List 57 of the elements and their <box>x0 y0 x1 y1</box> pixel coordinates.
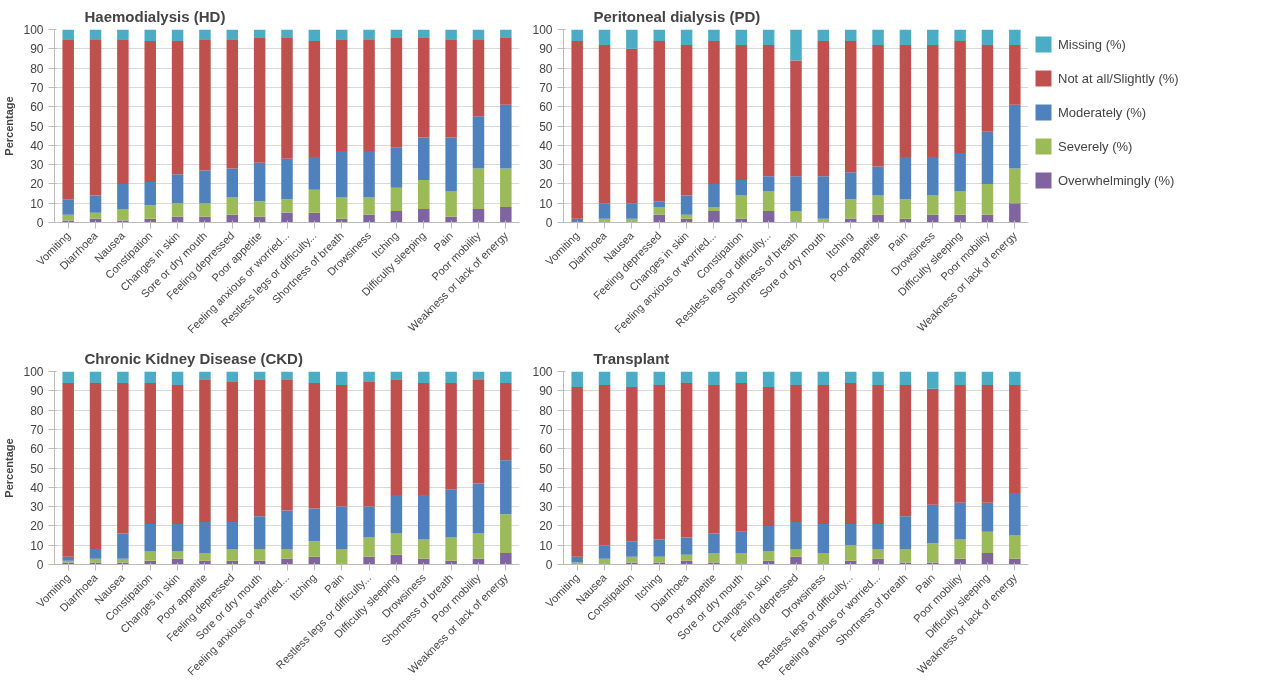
legend-label: Not at all/Slightly (%) <box>1058 70 1179 86</box>
y-tick-label: 80 <box>30 61 44 76</box>
y-tick-label: 70 <box>539 422 553 437</box>
y-tick-label: 20 <box>539 519 553 534</box>
y-tick-label: 60 <box>30 100 44 115</box>
y-tick-label: 40 <box>30 480 44 495</box>
chart-title: Peritoneal dialysis (PD) <box>593 7 761 25</box>
y-tick-label: 90 <box>539 384 553 399</box>
y-tick-label: 0 <box>545 216 553 230</box>
y-tick-label: 90 <box>539 42 553 57</box>
y-tick-label: 90 <box>30 384 44 399</box>
legend-label: Overwhelmingly (%) <box>1058 172 1175 188</box>
y-tick-label: 10 <box>539 538 553 553</box>
y-tick-label: 50 <box>539 461 553 476</box>
y-tick-label: 80 <box>539 403 553 418</box>
y-tick-label: 40 <box>30 138 44 153</box>
y-tick-label: 70 <box>30 80 44 95</box>
y-tick-label: 50 <box>30 119 44 134</box>
y-axis-title: Percentage <box>3 96 16 156</box>
y-tick-label: 40 <box>539 138 553 153</box>
legend-label: Severely (%) <box>1058 138 1133 154</box>
y-tick-label: 100 <box>532 23 553 37</box>
x-tick-label: Pain <box>431 229 456 254</box>
y-tick-label: 70 <box>30 422 44 437</box>
legend-label: Missing (%) <box>1058 36 1126 52</box>
y-tick-label: 30 <box>539 158 553 173</box>
y-tick-label: 60 <box>30 442 44 457</box>
y-tick-label: 20 <box>30 177 44 192</box>
y-tick-label: 50 <box>30 461 44 476</box>
y-tick-label: 100 <box>23 23 44 37</box>
chart-title: Transplant <box>593 349 670 367</box>
y-tick-label: 20 <box>539 177 553 192</box>
x-tick-label: Pain <box>912 571 938 596</box>
y-tick-label: 10 <box>30 196 44 211</box>
y-tick-label: 10 <box>539 196 553 211</box>
y-tick-label: 30 <box>30 500 44 515</box>
y-tick-label: 60 <box>539 100 553 115</box>
y-tick-label: 100 <box>532 365 553 379</box>
y-tick-label: 0 <box>36 216 44 230</box>
y-tick-label: 0 <box>36 558 44 572</box>
y-tick-label: 50 <box>539 119 553 134</box>
y-tick-label: 40 <box>539 480 553 495</box>
y-tick-label: 10 <box>30 538 44 553</box>
y-tick-label: 20 <box>30 519 44 534</box>
y-tick-label: 60 <box>539 442 553 457</box>
y-tick-label: 70 <box>539 80 553 95</box>
y-tick-label: 30 <box>30 158 44 173</box>
y-tick-label: 90 <box>30 42 44 57</box>
y-tick-label: 100 <box>23 365 44 379</box>
chart-title: Haemodialysis (HD) <box>84 7 226 25</box>
y-tick-label: 80 <box>539 61 553 76</box>
y-tick-label: 80 <box>30 403 44 418</box>
y-axis-title: Percentage <box>3 438 16 498</box>
legend-label: Moderately (%) <box>1058 104 1147 120</box>
y-tick-label: 30 <box>539 500 553 515</box>
chart-title: Chronic Kidney Disease (CKD) <box>84 349 303 367</box>
y-tick-label: 0 <box>545 558 553 572</box>
